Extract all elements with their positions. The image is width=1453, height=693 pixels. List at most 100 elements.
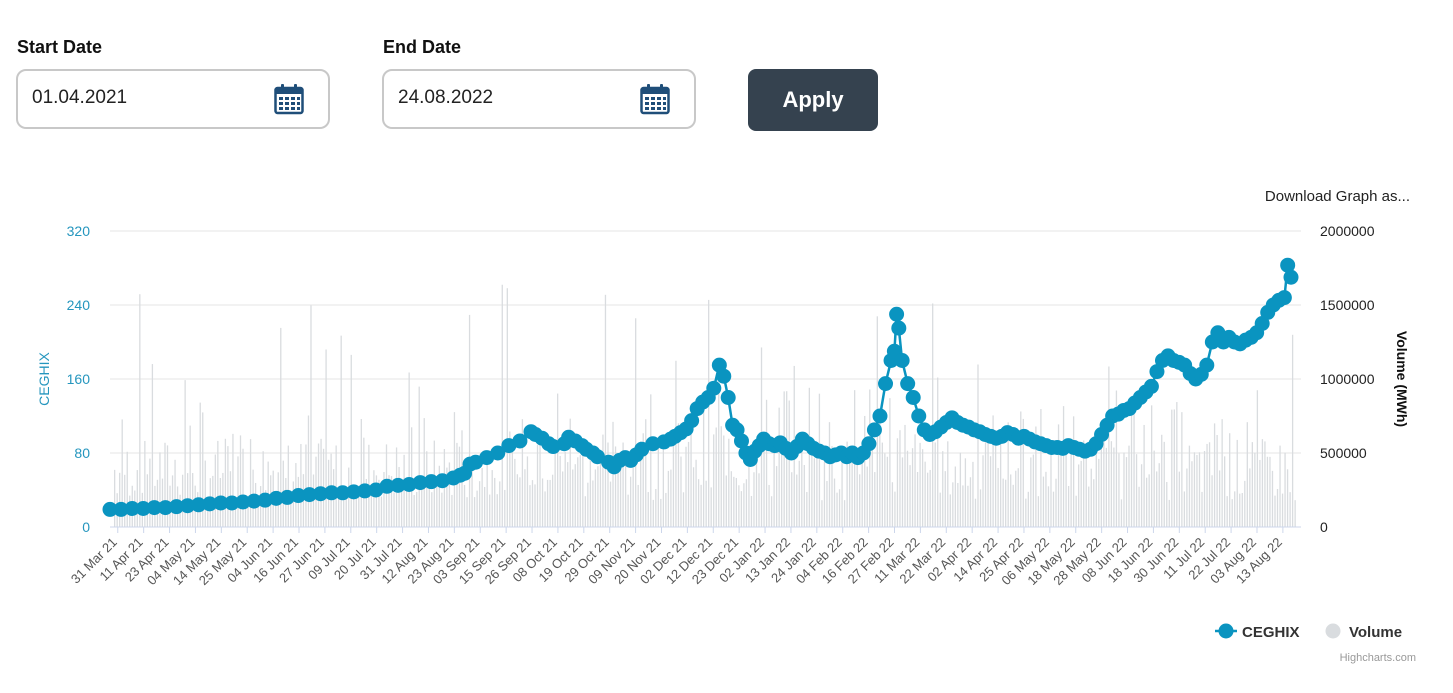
download-graph-menu[interactable]: Download Graph as... [1264,188,1410,205]
volume-bar [577,457,579,527]
volume-bar [494,477,496,527]
end-date-input[interactable] [398,87,628,109]
volume-bar [645,419,647,527]
volume-bar [486,459,488,527]
volume-bar [1125,457,1128,527]
volume-bar [929,469,931,527]
volume-bar [521,419,524,527]
volume-bar [979,489,982,527]
volume-bar [1158,463,1160,527]
apply-button[interactable]: Apply [748,69,878,131]
volume-bar [906,450,909,527]
volume-bar [989,456,992,527]
start-date-field[interactable] [16,69,330,129]
volume-bar [504,489,506,527]
legend-label-ceghix[interactable]: CEGHIX [1242,624,1300,641]
volume-bar [1128,445,1130,527]
volume-bar [456,442,458,527]
volume-bar [1085,443,1087,527]
ceghix-point [634,441,650,457]
volume-bar [408,372,410,527]
volume-bar [599,451,602,527]
volume-bar [149,458,151,527]
volume-bar [325,349,327,527]
volume-bar [881,442,883,527]
calendar-icon[interactable] [274,83,304,115]
volume-bar [733,476,735,527]
volume-bar [1211,475,1213,527]
volume-bar [1291,334,1294,527]
volume-bar [242,448,244,527]
volume-bar [471,462,473,527]
volume-bar [365,478,368,527]
volume-bar [526,456,529,527]
legend-label-volume[interactable]: Volume [1349,624,1402,641]
volume-bar [124,474,126,527]
volume-bar [725,475,727,527]
volume-bar [796,474,798,527]
volume-bar [1143,424,1145,527]
volume-bar [801,443,803,527]
volume-bar [1120,499,1123,527]
ceghix-point [224,495,240,511]
volume-bar [151,364,154,527]
volume-bar [864,415,866,527]
volume-bar [992,415,994,527]
volume-bar [1198,452,1201,527]
volume-bar [843,500,846,527]
volume-bar [1115,390,1118,527]
volume-bar [536,445,539,527]
volume-bar [139,294,141,527]
ceghix-point [412,475,428,491]
volume-bar [1020,411,1022,527]
y-tick-label-left: 240 [67,297,91,313]
volume-bar [353,498,355,527]
volume-bar [932,303,934,527]
volume-bar [1279,445,1281,527]
volume-bar [388,475,390,527]
volume-bar [506,288,508,527]
volume-bar [1015,470,1017,527]
volume-bar [338,497,340,527]
volume-bar [257,496,259,527]
volume-bar [446,467,448,527]
volume-bar [1072,416,1075,527]
volume-bar [821,500,823,527]
volume-bar [594,469,597,527]
end-date-field[interactable] [382,69,696,129]
ceghix-point [589,449,605,465]
volume-bar [1254,452,1256,527]
calendar-icon[interactable] [640,83,670,115]
start-date-input[interactable] [32,87,262,109]
volume-bar [529,485,531,527]
volume-bar [622,442,624,527]
y-tick-label-right: 1500000 [1320,297,1375,313]
right-axis-title: Volume (MWh) [1394,331,1410,427]
volume-bar [655,489,657,527]
volume-bar [192,473,194,527]
volume-bar [1050,445,1052,527]
volume-bar [624,456,627,527]
volume-bar [290,496,292,527]
volume-bar [1095,443,1097,527]
volume-bar [705,480,707,527]
volume-bar [692,467,695,527]
volume-bar [572,469,574,527]
volume-bar [1027,491,1029,527]
volume-bar [184,380,186,527]
volume-bar [735,477,738,527]
chart-credits[interactable]: Highcharts.com [1339,652,1416,664]
volume-bar [937,377,939,527]
volume-bar [770,496,773,527]
volume-bar [1229,433,1231,527]
volume-bar [1145,477,1148,527]
volume-bar [418,386,420,527]
ceghix-point [716,368,732,384]
volume-bar [189,425,191,527]
volume-bar [987,440,989,527]
volume-bar [702,400,705,527]
start-date-label: Start Date [17,37,103,57]
volume-bar [466,497,468,527]
volume-bar [546,479,549,527]
y-tick-label-left: 80 [74,445,90,461]
